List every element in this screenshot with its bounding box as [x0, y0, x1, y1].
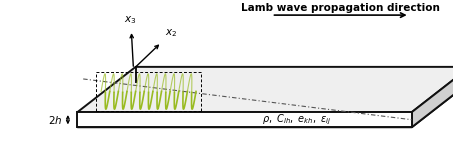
Polygon shape — [412, 67, 470, 127]
Text: $x_2$: $x_2$ — [164, 27, 177, 39]
Polygon shape — [77, 67, 470, 112]
Text: $\rho,\ C_{lh},\ e_{kh},\ \varepsilon_{ij}$: $\rho,\ C_{lh},\ e_{kh},\ \varepsilon_{i… — [262, 112, 331, 127]
Text: $2h$: $2h$ — [48, 114, 63, 126]
Polygon shape — [77, 82, 470, 127]
Text: Lamb wave propagation direction: Lamb wave propagation direction — [241, 3, 440, 13]
Text: $x_3$: $x_3$ — [124, 14, 136, 26]
Polygon shape — [77, 112, 412, 127]
